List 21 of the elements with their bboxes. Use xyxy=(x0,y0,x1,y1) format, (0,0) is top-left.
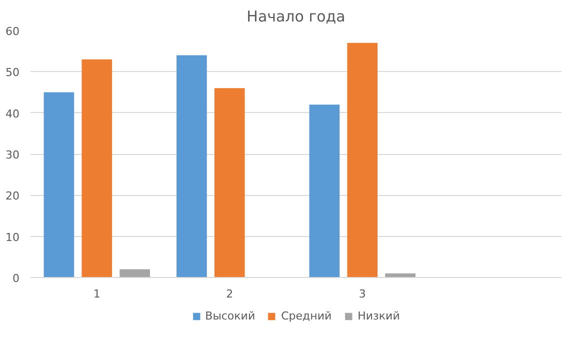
bar xyxy=(347,42,378,278)
legend-label: Средний xyxy=(281,310,332,322)
bar xyxy=(309,104,340,278)
y-tick-label: 10 xyxy=(6,230,20,244)
bar xyxy=(176,55,207,278)
bar xyxy=(82,59,112,278)
bar xyxy=(120,269,150,278)
bar xyxy=(214,88,245,278)
y-tick-label: 50 xyxy=(6,66,20,80)
bar xyxy=(44,92,74,278)
y-tick-label: 0 xyxy=(12,272,20,285)
x-tick-label: 1 xyxy=(93,288,100,300)
y-tick-label: 40 xyxy=(6,107,20,120)
x-tick-label: 2 xyxy=(226,288,234,300)
legend-label: Низкий xyxy=(358,310,400,322)
x-tick-label: 3 xyxy=(358,288,366,300)
y-tick-label: 60 xyxy=(6,25,20,38)
y-tick-label: 20 xyxy=(6,190,20,203)
chart-title: Начало года xyxy=(246,8,346,26)
legend-label: Высокий xyxy=(205,310,256,322)
y-tick-label: 30 xyxy=(6,148,20,162)
